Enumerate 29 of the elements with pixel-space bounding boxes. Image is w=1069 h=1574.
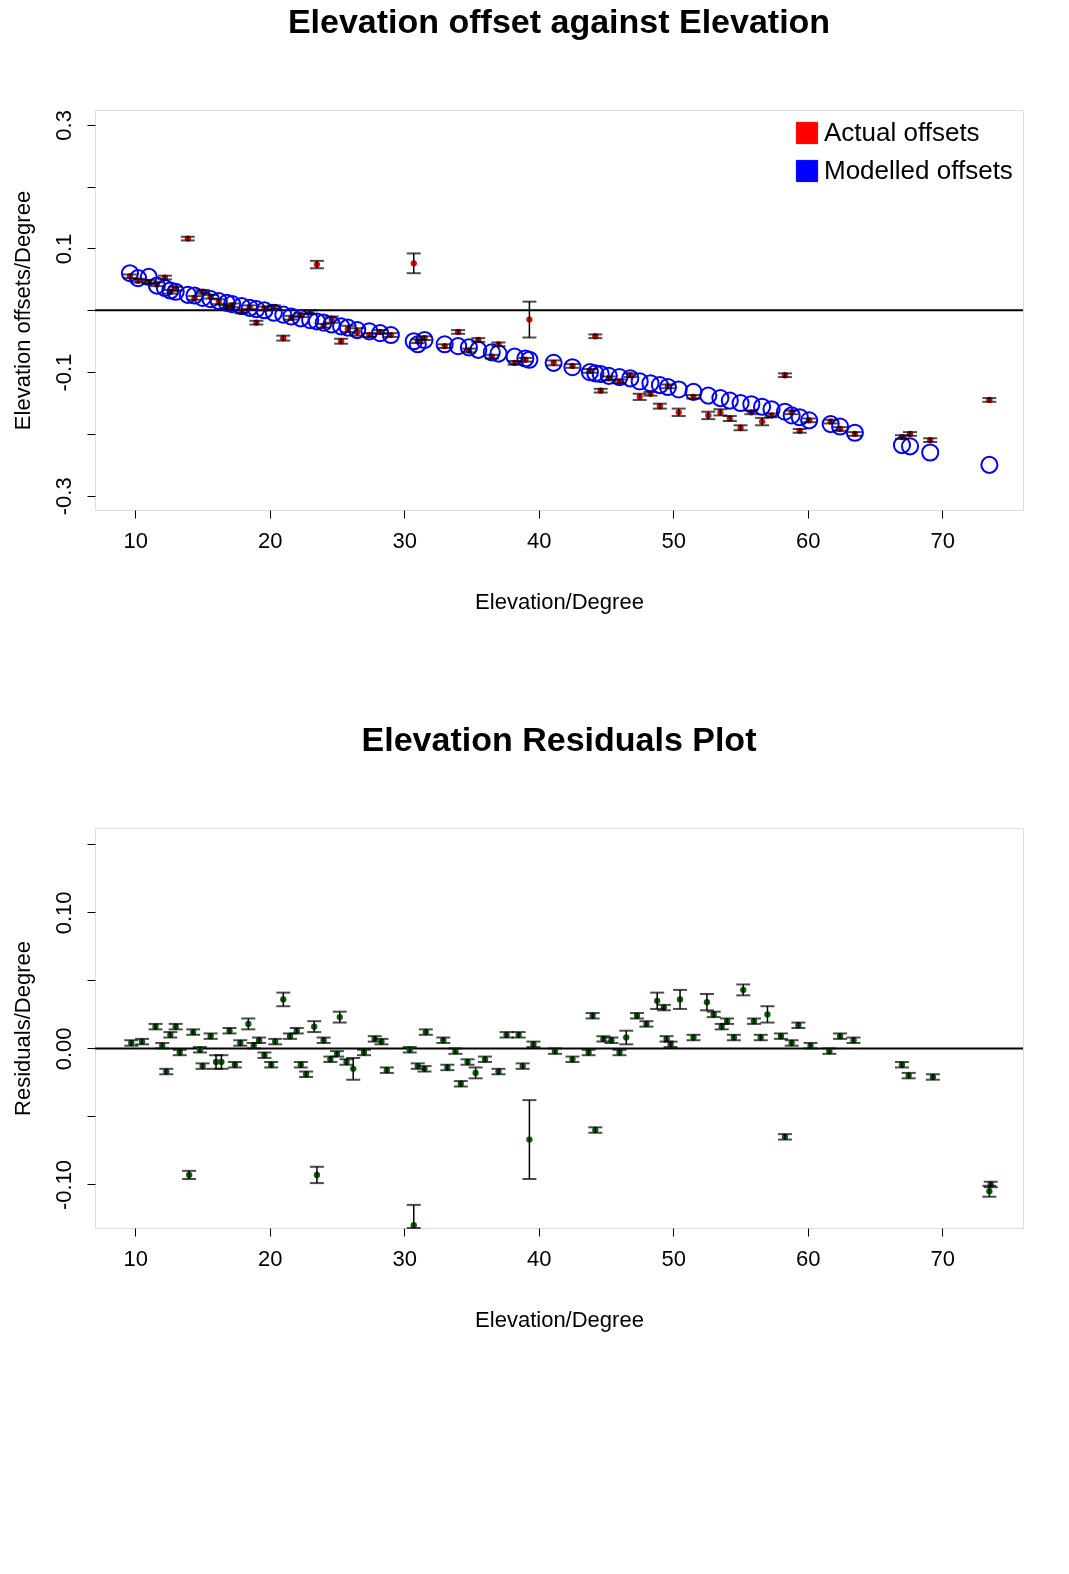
- x-tick-label: 50: [661, 1245, 687, 1271]
- x-tick-label: 30: [392, 1245, 418, 1271]
- x-tick-label: 10: [123, 1245, 149, 1271]
- x-tick-label: 70: [930, 527, 956, 553]
- x-tick-label: 30: [392, 527, 418, 553]
- y-axis-title: Residuals/Degree: [9, 941, 35, 1116]
- y-tick-label: -0.10: [50, 1159, 76, 1211]
- x-tick-label: 40: [527, 527, 552, 553]
- y-tick-label: 0.10: [50, 891, 76, 935]
- chart-title: Elevation Residuals Plot: [361, 720, 757, 758]
- legend-label: Actual offsets: [824, 117, 980, 147]
- x-tick-label: 70: [930, 1245, 956, 1271]
- x-axis-title: Elevation/Degree: [475, 1306, 644, 1332]
- y-tick-label: 0.00: [50, 1027, 76, 1071]
- legend-label: Modelled offsets: [824, 155, 1013, 185]
- x-axis-title: Elevation/Degree: [475, 588, 644, 614]
- x-tick-label: 40: [527, 1245, 552, 1271]
- x-tick-label: 60: [796, 527, 821, 553]
- x-tick-label: 60: [796, 1245, 821, 1271]
- y-tick-label: 0.1: [50, 233, 76, 265]
- y-tick-label: 0.3: [50, 110, 76, 141]
- y-tick-label: -0.1: [50, 353, 76, 392]
- x-tick-label: 10: [123, 527, 149, 553]
- y-axis-title: Elevation offsets/Degree: [9, 190, 35, 431]
- x-tick-label: 50: [661, 527, 687, 553]
- x-tick-label: 20: [258, 527, 283, 553]
- y-tick-label: -0.3: [50, 477, 76, 516]
- chart-title: Elevation offset against Elevation: [287, 1, 831, 40]
- x-tick-label: 20: [258, 1245, 283, 1271]
